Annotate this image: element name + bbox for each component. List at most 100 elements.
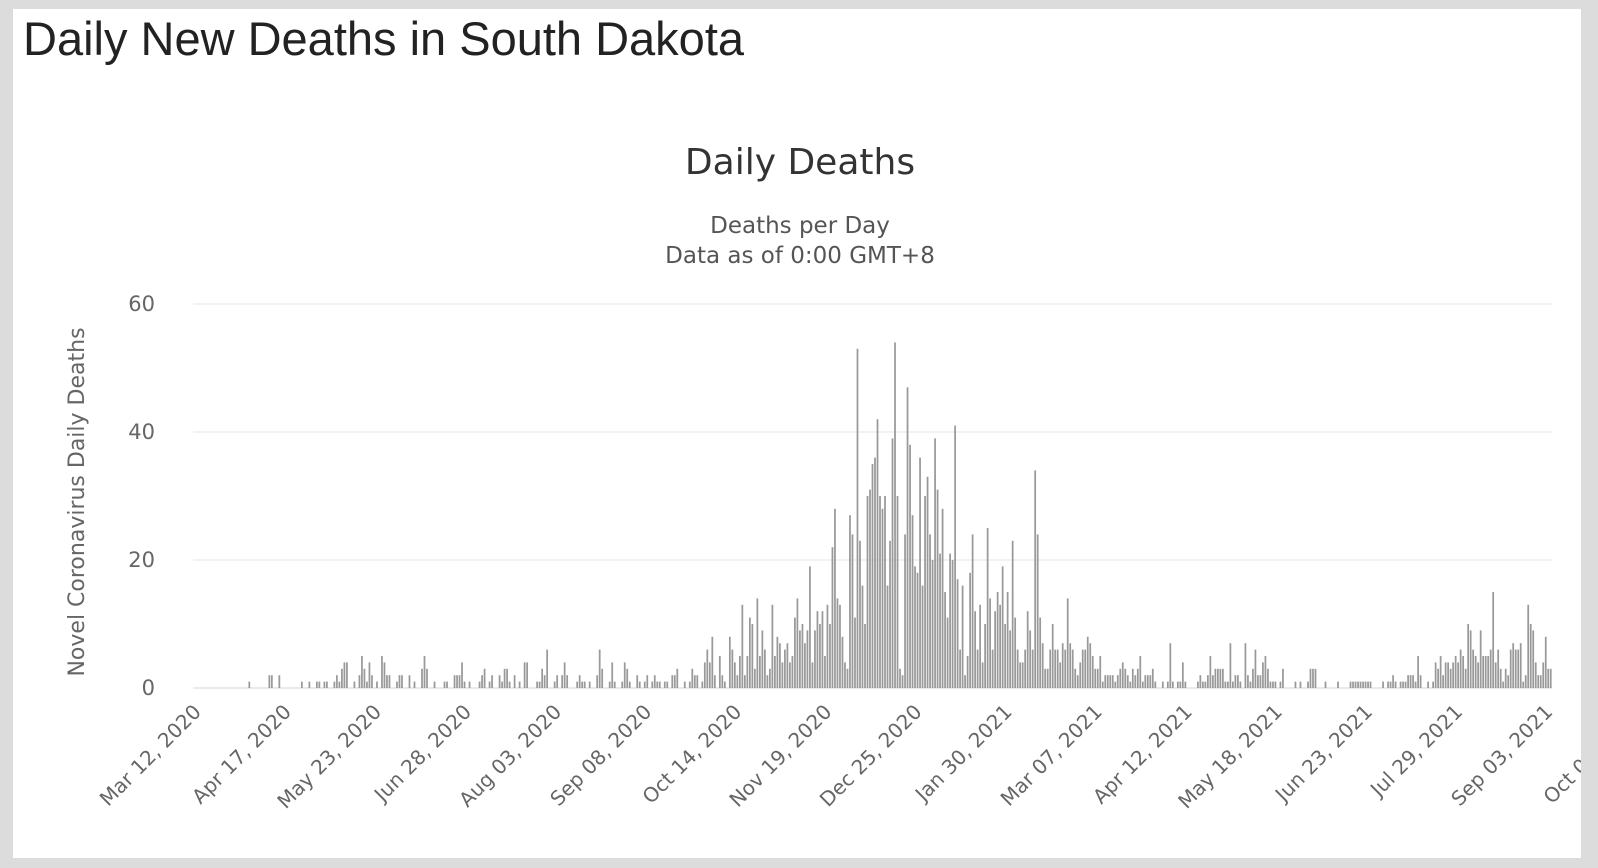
bar — [658, 681, 661, 688]
bar — [433, 681, 436, 688]
bar — [1247, 675, 1249, 688]
bar — [1439, 656, 1442, 688]
bar — [786, 643, 789, 688]
bar — [461, 662, 463, 688]
bar — [1201, 681, 1204, 688]
bar — [876, 419, 879, 688]
bar — [323, 681, 326, 688]
bar — [596, 675, 599, 688]
bar — [864, 624, 866, 688]
bar — [824, 656, 826, 688]
bar — [916, 572, 919, 688]
bar — [951, 560, 954, 688]
bar — [1457, 662, 1460, 688]
bar — [1454, 656, 1457, 688]
bar — [1324, 681, 1327, 688]
bar — [458, 675, 461, 688]
bar — [1474, 656, 1477, 688]
bar — [1116, 675, 1119, 688]
bar — [703, 662, 706, 688]
bar — [921, 585, 924, 688]
bar — [1227, 681, 1229, 688]
bar — [1417, 656, 1419, 688]
bar — [974, 611, 976, 688]
bar — [911, 515, 914, 688]
bar — [383, 662, 386, 688]
bar — [653, 675, 656, 688]
bar — [1432, 681, 1434, 688]
bar — [563, 662, 566, 688]
bar — [879, 496, 881, 688]
bar — [769, 668, 771, 688]
bar — [1224, 681, 1227, 688]
bar — [1049, 649, 1052, 688]
bar — [976, 649, 979, 688]
bar — [1527, 604, 1530, 688]
bar — [651, 681, 654, 688]
bar — [1254, 649, 1257, 688]
bar — [483, 668, 486, 688]
bar — [598, 649, 601, 688]
bar — [278, 675, 281, 688]
bar — [1076, 675, 1079, 688]
bar — [1469, 630, 1472, 688]
bar — [871, 464, 874, 688]
bar — [1349, 681, 1352, 688]
bar — [1094, 668, 1097, 688]
bar — [1099, 656, 1102, 688]
bar — [934, 438, 936, 688]
bar — [946, 617, 949, 688]
bar — [748, 617, 751, 688]
bar — [1061, 643, 1064, 688]
bar — [906, 387, 909, 688]
bar — [791, 656, 794, 688]
bar — [1257, 675, 1259, 688]
bar — [1502, 681, 1505, 688]
bar — [1176, 681, 1179, 688]
bar — [936, 489, 939, 688]
bar — [1079, 662, 1082, 688]
bar — [1054, 649, 1057, 688]
bar — [994, 611, 997, 688]
bar — [1154, 681, 1157, 688]
bar — [1109, 675, 1112, 688]
bar — [1389, 681, 1392, 688]
bar — [1482, 656, 1485, 688]
bar — [643, 681, 646, 688]
bar — [338, 681, 341, 688]
bar — [481, 675, 483, 688]
bar — [1106, 675, 1109, 688]
bar — [343, 662, 346, 688]
bar — [839, 604, 841, 688]
page-title: Daily New Deaths in South Dakota — [23, 12, 745, 65]
bar — [1131, 668, 1134, 688]
bar — [926, 476, 929, 688]
bar — [1444, 662, 1447, 688]
bar — [1004, 624, 1007, 688]
bar — [1171, 681, 1174, 688]
bar — [836, 598, 839, 688]
bar — [1272, 681, 1274, 688]
y-axis-title: Novel Coronavirus Daily Deaths — [65, 327, 90, 676]
bar — [1364, 681, 1367, 688]
bar — [386, 675, 388, 688]
bar — [508, 681, 511, 688]
bar — [388, 675, 391, 688]
bar — [638, 681, 641, 688]
bar — [1001, 566, 1004, 688]
y-tick-label: 60 — [128, 292, 155, 316]
bar — [1442, 675, 1444, 688]
bar — [1399, 681, 1402, 688]
bar — [789, 662, 791, 688]
bar — [1244, 643, 1247, 688]
bar — [626, 668, 629, 688]
bar — [673, 675, 676, 688]
bar — [1367, 681, 1369, 688]
bar — [924, 496, 926, 688]
bar — [1494, 662, 1497, 688]
bar — [1206, 675, 1209, 688]
bar — [1064, 649, 1067, 688]
bar — [1166, 681, 1169, 688]
bar — [398, 675, 401, 688]
bar — [1124, 668, 1127, 688]
